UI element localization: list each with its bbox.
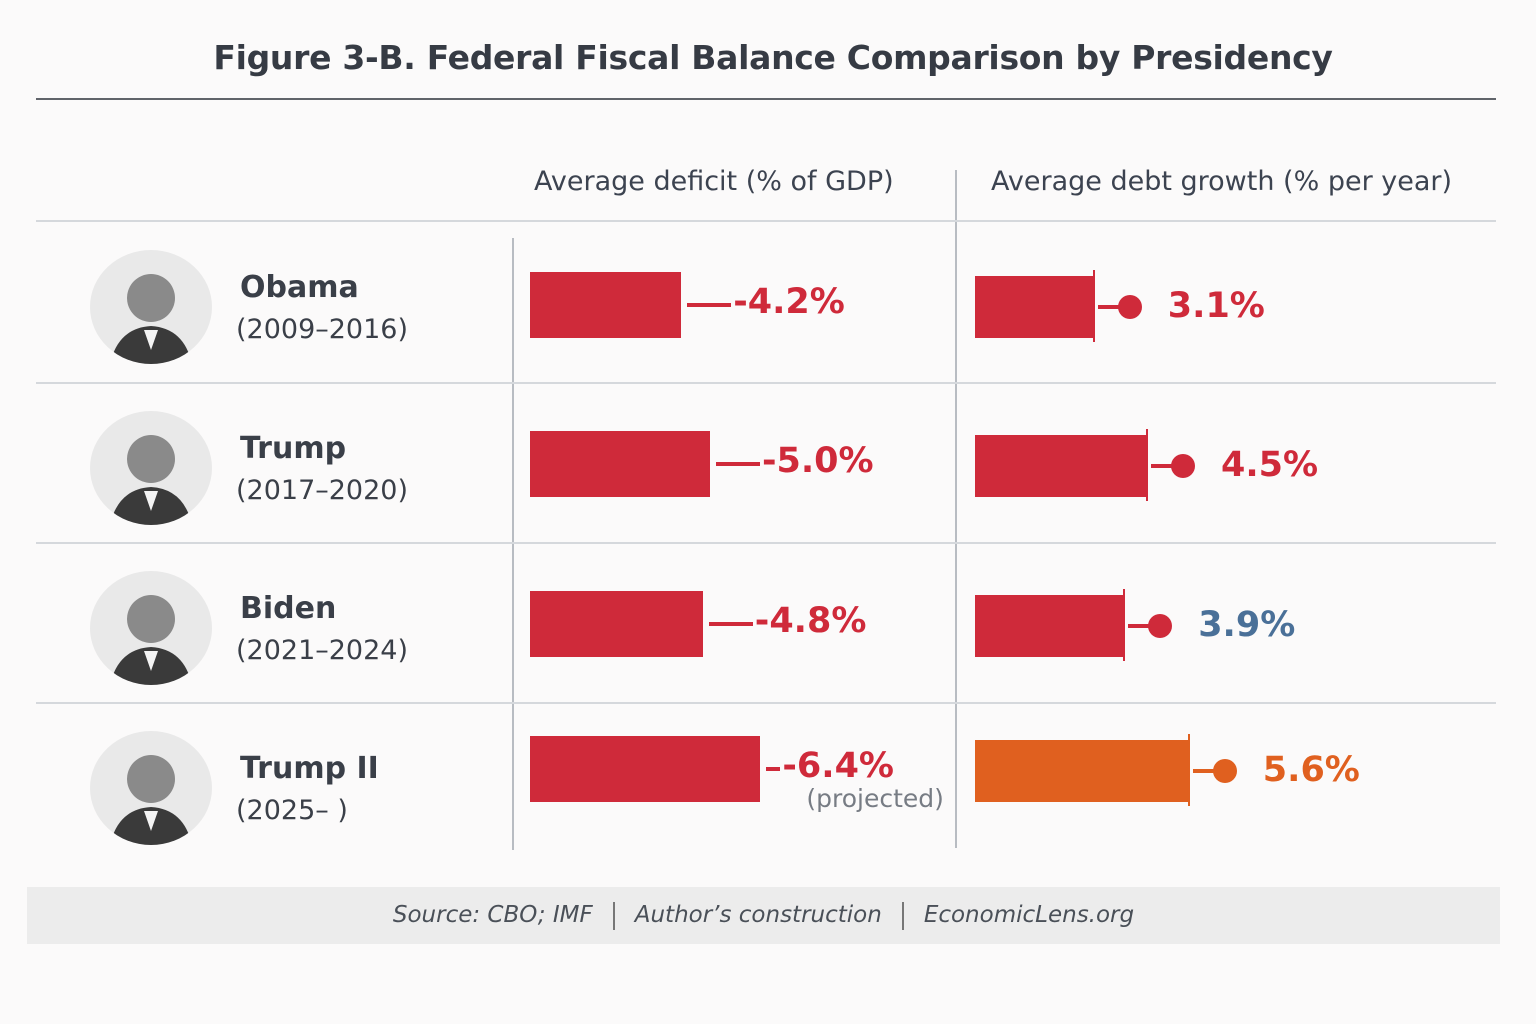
deficit-bar	[530, 272, 682, 338]
column-header-deficit: Average deficit (% of GDP)	[534, 166, 894, 197]
president-years: (2025– )	[236, 795, 348, 826]
separator	[612, 901, 615, 930]
presidency-row: Biden (2021–2024) -4.8% 3.9%	[0, 543, 1536, 703]
debt-growth-connector	[1128, 624, 1155, 628]
debt-growth-bar	[975, 595, 1124, 657]
deficit-connector	[766, 767, 781, 771]
deficit-connector	[708, 622, 753, 626]
source-text: Source: CBO; IMF	[392, 902, 593, 928]
chart-title: Figure 3-B. Federal Fiscal Balance Compa…	[213, 38, 1333, 77]
deficit-bar	[530, 736, 761, 802]
debt-growth-connector	[1151, 464, 1177, 468]
president-name: Trump II	[240, 751, 379, 786]
label-divider	[512, 238, 514, 850]
debt-growth-label: 3.1%	[1167, 286, 1265, 326]
president-name: Trump	[240, 431, 347, 466]
debt-growth-label: 4.5%	[1221, 445, 1319, 485]
portrait-icon	[90, 571, 212, 685]
debt-growth-connector	[1192, 769, 1219, 773]
deficit-label: -6.4%	[782, 746, 894, 786]
debt-growth-dot	[1171, 454, 1195, 478]
debt-growth-bar	[975, 740, 1188, 802]
debt-growth-label: 3.9%	[1198, 605, 1296, 645]
separator	[901, 901, 904, 930]
presidency-row: Trump (2017–2020) -5.0% 4.5%	[0, 383, 1536, 543]
deficit-label: -5.0%	[762, 441, 874, 481]
row-divider	[36, 702, 1496, 704]
debt-growth-marker	[1146, 429, 1148, 501]
row-divider	[36, 382, 1496, 384]
deficit-label: -4.2%	[733, 282, 845, 322]
president-years: (2021–2024)	[236, 635, 408, 666]
debt-growth-dot	[1148, 614, 1173, 638]
presidency-row: Trump II (2025– ) -6.4% (projected) 5.6%	[0, 703, 1536, 863]
deficit-connector	[687, 303, 732, 307]
deficit-bar	[530, 591, 703, 657]
deficit-connector	[716, 462, 760, 466]
debt-growth-marker	[1123, 589, 1126, 661]
site-text: EconomicLens.org	[923, 902, 1135, 928]
deficit-label: -4.8%	[754, 601, 867, 641]
debt-growth-dot	[1212, 759, 1237, 783]
column-divider	[955, 170, 957, 848]
footer: Source: CBO; IMF Author’s construction Eco…	[27, 887, 1500, 944]
debt-growth-marker	[1187, 734, 1190, 806]
presidency-row: Obama (2009–2016) -4.2% 3.1%	[0, 222, 1536, 382]
portrait-icon	[90, 250, 212, 364]
debt-growth-label: 5.6%	[1262, 750, 1360, 790]
debt-growth-dot	[1117, 295, 1142, 319]
portrait-icon	[90, 731, 212, 845]
title-rule	[36, 98, 1496, 100]
president-years: (2017–2020)	[236, 475, 408, 506]
column-header-debt-growth: Average debt growth (% per year)	[991, 166, 1453, 197]
portrait-icon	[90, 411, 212, 525]
president-name: Obama	[240, 270, 359, 305]
credit-text: Author’s construction	[634, 902, 882, 928]
header-rule	[36, 220, 1496, 222]
president-name: Biden	[240, 591, 337, 626]
president-years: (2009–2016)	[236, 314, 408, 345]
projected-note: (projected)	[806, 784, 944, 813]
debt-growth-bar	[975, 276, 1093, 338]
deficit-bar	[530, 431, 710, 497]
row-divider	[36, 542, 1496, 544]
debt-growth-bar	[975, 435, 1146, 497]
debt-growth-connector	[1097, 305, 1124, 309]
debt-growth-marker	[1092, 270, 1095, 342]
